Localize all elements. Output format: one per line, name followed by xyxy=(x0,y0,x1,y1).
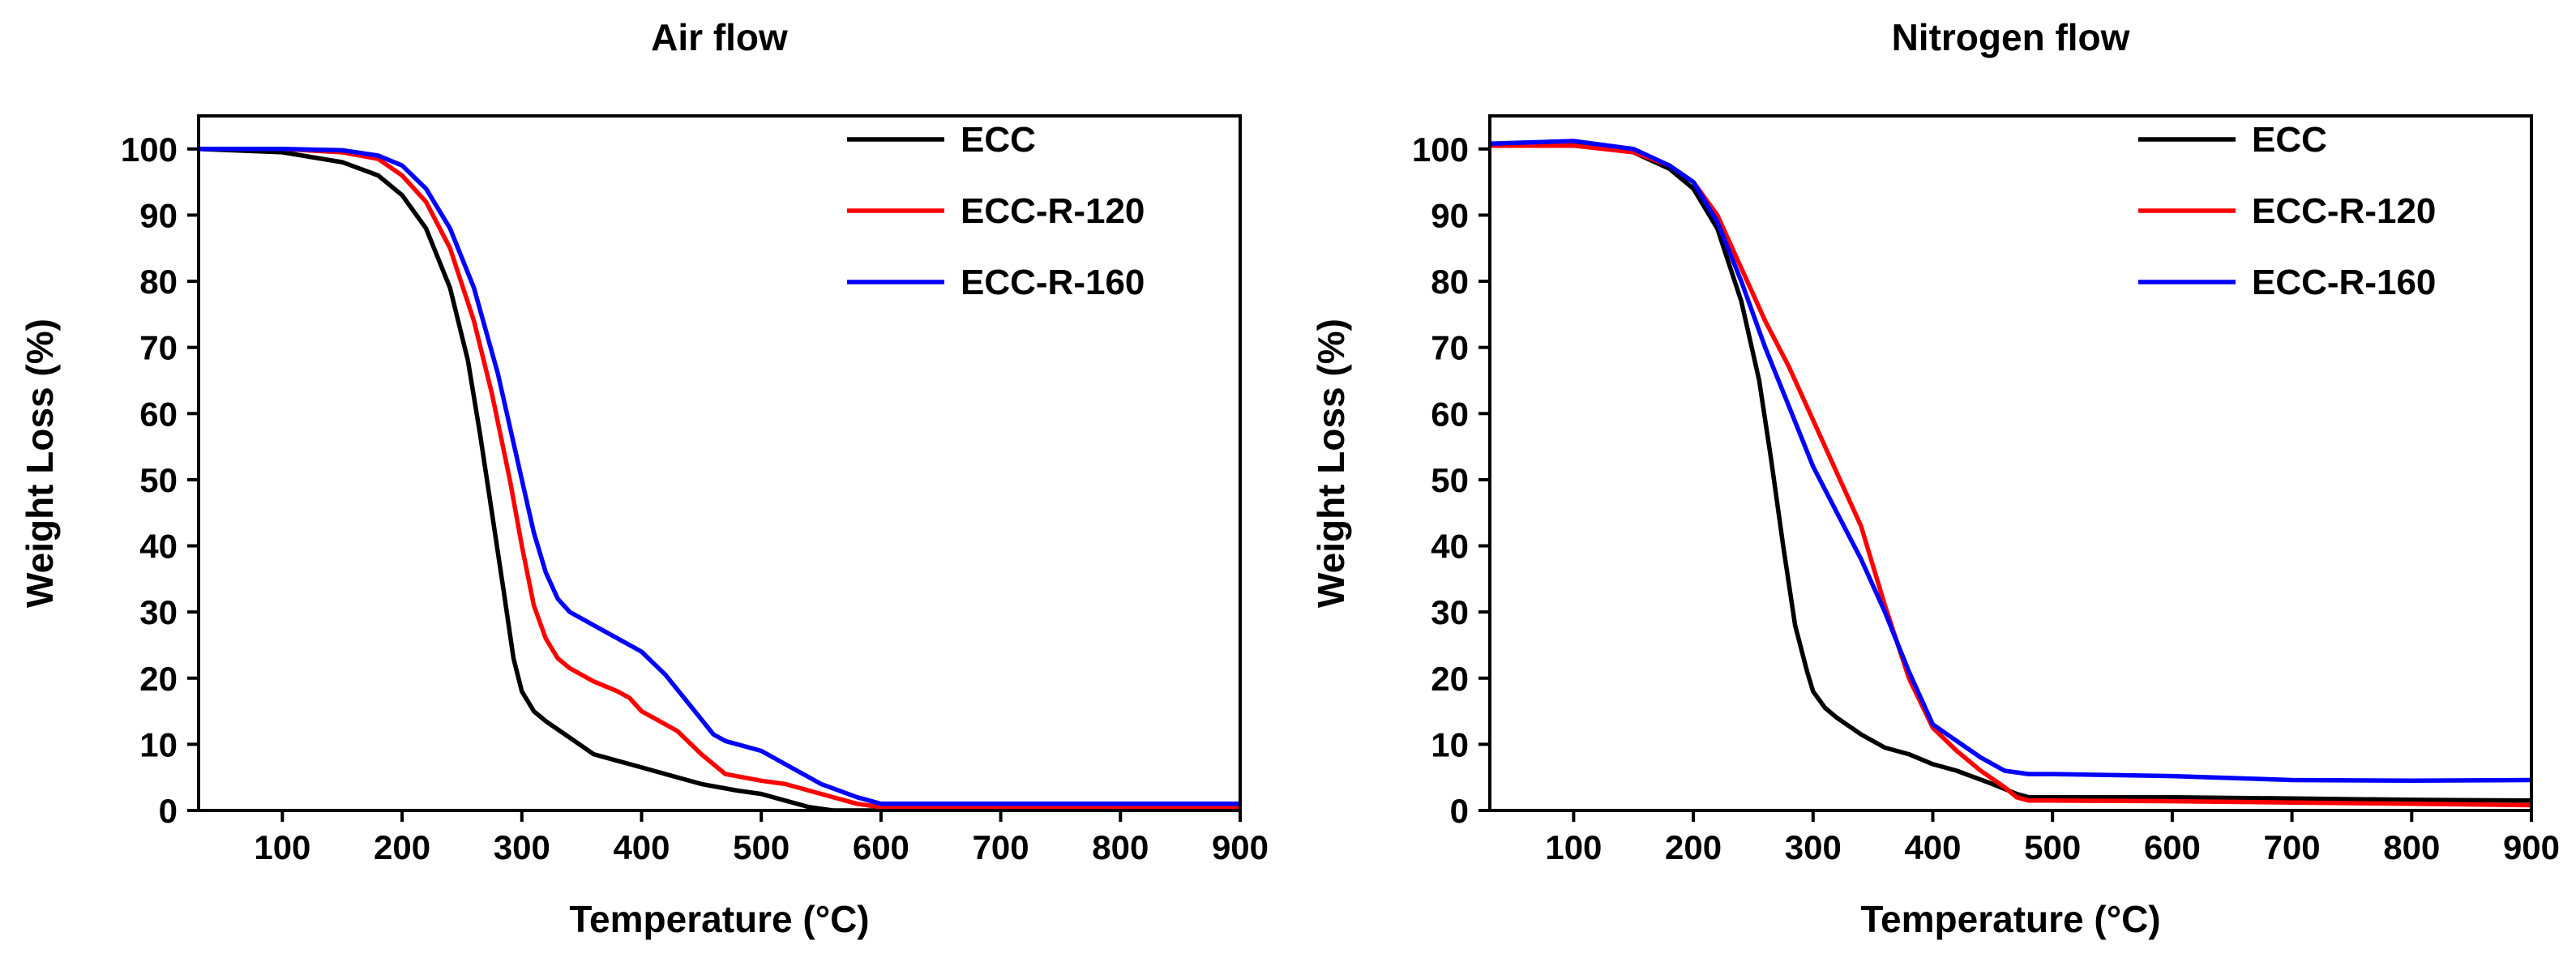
x-tick-label: 200 xyxy=(374,828,430,866)
series-line-ecc xyxy=(199,147,1240,810)
y-tick-label: 70 xyxy=(139,329,178,367)
x-tick-label: 400 xyxy=(613,828,670,866)
legend-label: ECC-R-120 xyxy=(2252,191,2436,231)
y-tick-label: 100 xyxy=(1412,130,1469,169)
x-tick-label: 900 xyxy=(1212,828,1269,866)
series-line-ecc-r-120 xyxy=(199,147,1240,810)
y-tick-label: 30 xyxy=(1431,593,1469,631)
x-tick-label: 100 xyxy=(254,828,310,866)
x-tick-label: 600 xyxy=(2144,828,2201,866)
y-tick-label: 10 xyxy=(1431,725,1469,763)
x-tick-label: 500 xyxy=(733,828,789,866)
series-line-ecc-r-120 xyxy=(1490,143,2531,808)
x-tick-label: 900 xyxy=(2503,828,2560,866)
series-group xyxy=(199,147,1240,810)
y-axis-label: Weight Loss (%) xyxy=(1310,319,1352,608)
x-tick-label: 800 xyxy=(1092,828,1149,866)
x-tick-label: 400 xyxy=(1904,828,1961,866)
y-tick-label: 90 xyxy=(139,196,178,234)
chart-title: Nitrogen flow xyxy=(1892,16,2130,58)
y-tick-label: 0 xyxy=(159,792,178,830)
y-tick-label: 0 xyxy=(1450,792,1469,830)
y-tick-label: 30 xyxy=(139,593,178,631)
x-tick-label: 800 xyxy=(2383,828,2440,866)
x-axis-label: Temperature (°C) xyxy=(1860,898,2160,940)
x-tick-label: 700 xyxy=(2264,828,2321,866)
y-axis-label: Weight Loss (%) xyxy=(19,319,61,608)
series-line-ecc xyxy=(1490,141,2531,803)
legend-label: ECC xyxy=(2252,120,2327,160)
x-tick-label: 600 xyxy=(853,828,909,866)
y-tick-label: 20 xyxy=(1431,660,1469,698)
x-tick-label: 500 xyxy=(2024,828,2081,866)
plot-frame xyxy=(1488,114,2533,812)
series-line-ecc-r-160 xyxy=(199,147,1240,806)
legend-label: ECC-R-120 xyxy=(961,191,1145,231)
x-tick-label: 100 xyxy=(1545,828,1602,866)
legend-label: ECC-R-160 xyxy=(961,263,1145,302)
y-tick-label: 40 xyxy=(1431,528,1469,566)
chart-title: Air flow xyxy=(651,16,788,58)
legend-label: ECC-R-160 xyxy=(2252,263,2436,302)
y-tick-label: 80 xyxy=(1431,263,1469,301)
y-tick-label: 10 xyxy=(139,725,178,763)
y-tick-label: 20 xyxy=(139,660,178,698)
series-line-ecc-r-160 xyxy=(1490,139,2531,784)
y-tick-label: 50 xyxy=(1431,461,1469,499)
x-tick-label: 300 xyxy=(494,828,550,866)
y-tick-label: 50 xyxy=(139,461,178,499)
legend-label: ECC xyxy=(961,120,1036,160)
x-tick-label: 700 xyxy=(973,828,1029,866)
y-tick-label: 80 xyxy=(139,263,178,301)
y-tick-label: 90 xyxy=(1431,196,1469,234)
y-tick-label: 40 xyxy=(139,528,178,566)
y-tick-label: 70 xyxy=(1431,329,1469,367)
y-tick-label: 60 xyxy=(1431,395,1469,433)
x-tick-label: 200 xyxy=(1665,828,1722,866)
x-tick-label: 300 xyxy=(1785,828,1842,866)
legend: ECC ECC-R-120 ECC-R-160 xyxy=(2138,120,2436,302)
y-tick-label: 60 xyxy=(139,395,178,433)
y-tick-label: 100 xyxy=(121,130,178,169)
x-axis-label: Temperature (°C) xyxy=(569,898,869,940)
chart-panel-air-flow: Air flow 100 200 300 400 500 600 700 800 900 0 10 20… xyxy=(19,16,1269,940)
legend: ECC ECC-R-120 ECC-R-160 xyxy=(847,120,1145,302)
plot-frame xyxy=(197,114,1242,812)
series-group xyxy=(1490,139,2531,808)
